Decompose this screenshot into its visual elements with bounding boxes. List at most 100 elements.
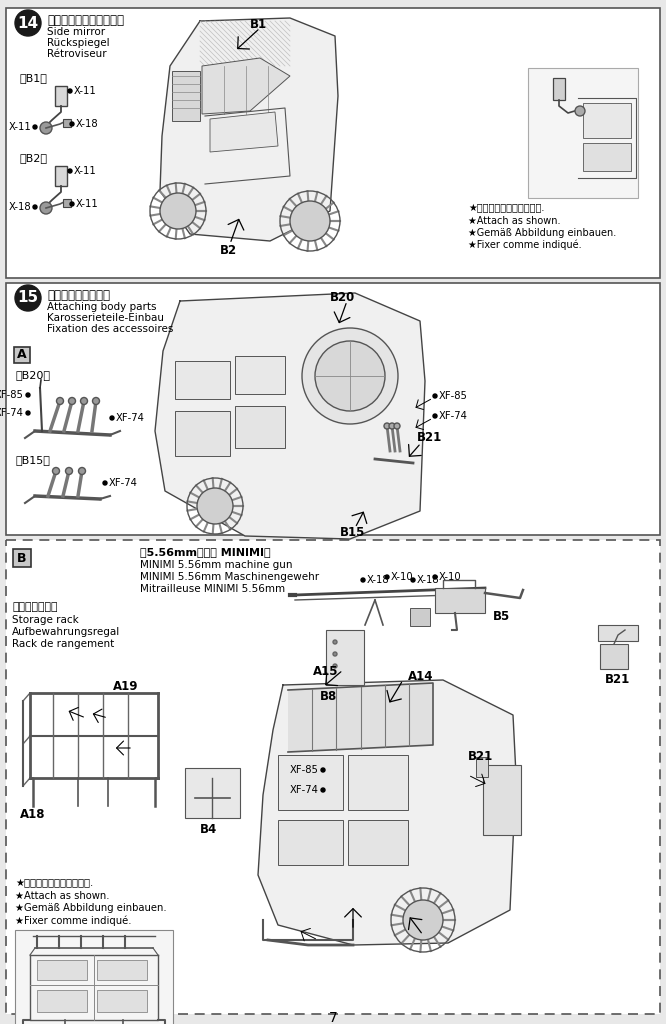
FancyBboxPatch shape	[97, 990, 147, 1012]
Circle shape	[57, 397, 63, 404]
Text: Rückspiegel: Rückspiegel	[47, 38, 110, 48]
FancyBboxPatch shape	[583, 103, 631, 138]
Text: A14: A14	[408, 670, 434, 683]
Circle shape	[93, 397, 99, 404]
FancyBboxPatch shape	[483, 765, 521, 835]
FancyBboxPatch shape	[172, 71, 200, 121]
Polygon shape	[210, 112, 278, 152]
Circle shape	[110, 416, 114, 420]
Text: ★Attach as shown.: ★Attach as shown.	[468, 216, 561, 226]
FancyBboxPatch shape	[175, 361, 230, 399]
Circle shape	[103, 481, 107, 485]
FancyBboxPatch shape	[476, 757, 488, 777]
FancyBboxPatch shape	[278, 820, 343, 865]
Circle shape	[33, 125, 37, 129]
Circle shape	[33, 205, 37, 209]
Circle shape	[65, 468, 73, 474]
FancyBboxPatch shape	[528, 68, 638, 198]
Text: 《雑具ラック》: 《雑具ラック》	[12, 602, 57, 612]
FancyBboxPatch shape	[6, 283, 660, 535]
Text: X-11: X-11	[8, 122, 31, 132]
FancyBboxPatch shape	[583, 143, 631, 171]
Circle shape	[384, 423, 390, 429]
FancyBboxPatch shape	[14, 347, 30, 362]
FancyBboxPatch shape	[63, 199, 71, 207]
Text: MINIMI 5.56mm Maschinengewehr: MINIMI 5.56mm Maschinengewehr	[140, 572, 319, 582]
FancyBboxPatch shape	[6, 540, 660, 1014]
Circle shape	[290, 201, 330, 241]
Circle shape	[68, 89, 72, 93]
Text: Mitrailleuse MINIMI 5.56mm: Mitrailleuse MINIMI 5.56mm	[140, 584, 285, 594]
Circle shape	[160, 193, 196, 229]
Circle shape	[70, 202, 74, 206]
Text: B: B	[17, 552, 27, 564]
Circle shape	[433, 575, 437, 579]
FancyBboxPatch shape	[348, 755, 408, 810]
Text: 15: 15	[17, 291, 39, 305]
Text: ★Fixer comme indiqué.: ★Fixer comme indiqué.	[468, 240, 581, 251]
Circle shape	[69, 397, 75, 404]
Text: A18: A18	[20, 808, 45, 821]
Circle shape	[403, 900, 443, 940]
Text: B2: B2	[220, 244, 237, 257]
Circle shape	[575, 106, 585, 116]
Text: 14: 14	[17, 15, 39, 31]
Text: B21: B21	[417, 431, 442, 444]
Text: ★Gemäß Abbildung einbauen.: ★Gemäß Abbildung einbauen.	[468, 228, 616, 238]
Circle shape	[385, 575, 389, 579]
Text: X-18: X-18	[367, 575, 390, 585]
Text: 7: 7	[328, 1011, 338, 1024]
Text: XF-85: XF-85	[0, 390, 24, 400]
Circle shape	[333, 664, 337, 668]
FancyBboxPatch shape	[15, 930, 173, 1024]
FancyBboxPatch shape	[598, 625, 638, 641]
Text: Attaching body parts: Attaching body parts	[47, 302, 157, 312]
FancyBboxPatch shape	[553, 78, 565, 100]
Text: XF-85: XF-85	[439, 391, 468, 401]
Text: X-10: X-10	[391, 572, 414, 582]
Text: サイドミラーの取り付け: サイドミラーの取り付け	[47, 14, 124, 27]
Circle shape	[411, 578, 415, 582]
Circle shape	[15, 10, 41, 36]
Text: B4: B4	[200, 823, 217, 836]
Polygon shape	[160, 18, 338, 241]
Text: B20: B20	[330, 291, 355, 304]
Circle shape	[333, 652, 337, 656]
Text: Side mirror: Side mirror	[47, 27, 105, 37]
Text: B5: B5	[493, 610, 510, 623]
Circle shape	[361, 578, 365, 582]
FancyBboxPatch shape	[97, 961, 147, 980]
Text: B21: B21	[605, 673, 630, 686]
Polygon shape	[202, 58, 290, 114]
Circle shape	[81, 397, 87, 404]
FancyBboxPatch shape	[185, 768, 240, 818]
Circle shape	[53, 468, 59, 474]
Text: MINIMI 5.56mm machine gun: MINIMI 5.56mm machine gun	[140, 560, 292, 570]
Text: Aufbewahrungsregal: Aufbewahrungsregal	[12, 627, 121, 637]
FancyBboxPatch shape	[37, 990, 87, 1012]
FancyBboxPatch shape	[235, 356, 285, 394]
Text: 《B1》: 《B1》	[20, 73, 48, 83]
Circle shape	[15, 285, 41, 311]
Circle shape	[321, 788, 325, 792]
FancyBboxPatch shape	[55, 166, 67, 186]
FancyBboxPatch shape	[348, 820, 408, 865]
Text: Fixation des accessoires: Fixation des accessoires	[47, 324, 173, 334]
Circle shape	[433, 394, 437, 398]
Circle shape	[321, 768, 325, 772]
FancyBboxPatch shape	[326, 630, 364, 685]
Text: XF-74: XF-74	[109, 478, 138, 488]
Circle shape	[315, 341, 385, 411]
Text: X-11: X-11	[74, 86, 97, 96]
Text: ★Gemäß Abbildung einbauen.: ★Gemäß Abbildung einbauen.	[15, 903, 167, 913]
Circle shape	[197, 488, 233, 524]
Text: X-11: X-11	[76, 199, 99, 209]
Polygon shape	[258, 680, 516, 945]
Text: X-18: X-18	[417, 575, 440, 585]
FancyBboxPatch shape	[37, 961, 87, 980]
Text: ★Fixer comme indiqué.: ★Fixer comme indiqué.	[15, 915, 131, 926]
FancyBboxPatch shape	[235, 406, 285, 449]
Text: XF-74: XF-74	[290, 785, 319, 795]
Circle shape	[333, 640, 337, 644]
Circle shape	[26, 411, 30, 415]
